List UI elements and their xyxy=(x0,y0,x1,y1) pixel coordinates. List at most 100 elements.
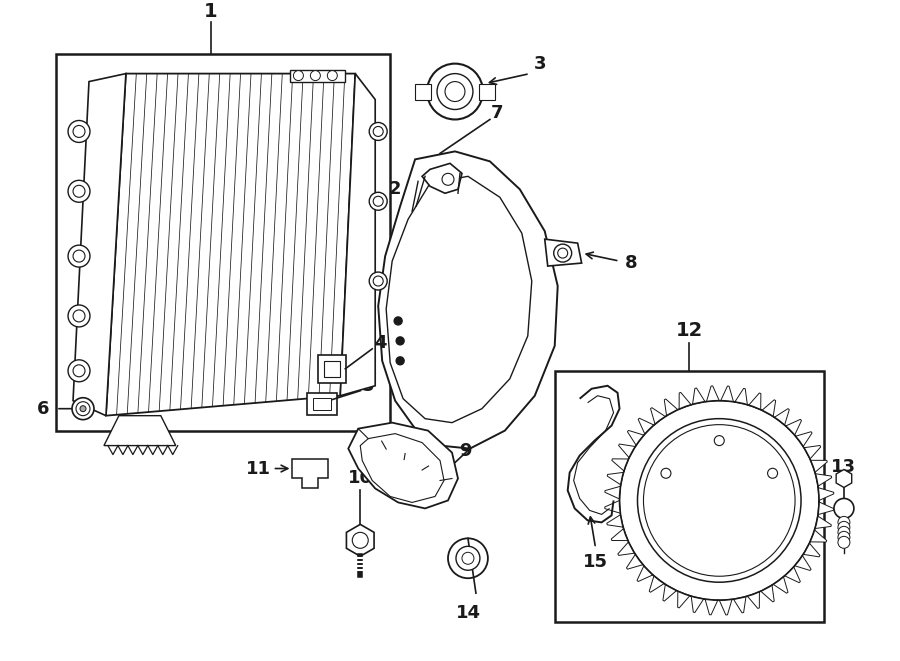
Circle shape xyxy=(369,192,387,210)
Polygon shape xyxy=(608,473,624,486)
Circle shape xyxy=(328,71,338,81)
Bar xyxy=(319,355,346,383)
Circle shape xyxy=(374,126,383,136)
Circle shape xyxy=(73,126,85,137)
Polygon shape xyxy=(773,408,789,425)
Text: 7: 7 xyxy=(491,104,503,122)
Polygon shape xyxy=(705,599,719,615)
Polygon shape xyxy=(803,542,820,557)
Polygon shape xyxy=(773,576,788,593)
Polygon shape xyxy=(747,393,760,410)
Circle shape xyxy=(68,120,90,142)
Circle shape xyxy=(374,276,383,286)
Polygon shape xyxy=(106,73,356,416)
Polygon shape xyxy=(637,566,654,582)
Polygon shape xyxy=(360,434,444,502)
Polygon shape xyxy=(803,446,821,459)
Circle shape xyxy=(68,245,90,267)
Circle shape xyxy=(644,424,795,576)
Text: 15: 15 xyxy=(583,553,608,571)
Circle shape xyxy=(661,468,670,479)
Circle shape xyxy=(369,122,387,140)
Polygon shape xyxy=(378,151,558,449)
Text: 11: 11 xyxy=(246,459,271,477)
Polygon shape xyxy=(605,500,621,515)
Polygon shape xyxy=(810,459,827,473)
Circle shape xyxy=(445,81,465,102)
Polygon shape xyxy=(691,596,705,613)
Polygon shape xyxy=(785,419,802,435)
Circle shape xyxy=(310,71,320,81)
Polygon shape xyxy=(795,555,811,570)
Circle shape xyxy=(637,418,801,582)
Circle shape xyxy=(442,173,454,185)
Circle shape xyxy=(554,244,572,262)
Circle shape xyxy=(838,522,850,533)
Circle shape xyxy=(838,526,850,538)
Circle shape xyxy=(73,310,85,322)
Polygon shape xyxy=(760,400,776,416)
Bar xyxy=(313,398,331,410)
Bar xyxy=(291,69,346,81)
Polygon shape xyxy=(73,73,126,416)
Polygon shape xyxy=(734,596,747,613)
Circle shape xyxy=(558,248,568,258)
Circle shape xyxy=(68,180,90,202)
Text: 9: 9 xyxy=(459,442,472,459)
Polygon shape xyxy=(760,584,774,602)
Circle shape xyxy=(428,63,483,120)
Polygon shape xyxy=(810,529,827,542)
Polygon shape xyxy=(292,459,328,488)
Polygon shape xyxy=(638,418,654,435)
Circle shape xyxy=(396,357,404,365)
Polygon shape xyxy=(340,73,375,396)
Text: 3: 3 xyxy=(534,55,546,73)
Polygon shape xyxy=(611,529,628,542)
Polygon shape xyxy=(795,432,812,447)
Text: 5: 5 xyxy=(362,377,374,395)
Polygon shape xyxy=(663,584,678,601)
Circle shape xyxy=(462,553,474,564)
Polygon shape xyxy=(818,486,833,500)
Polygon shape xyxy=(678,591,691,608)
Polygon shape xyxy=(386,176,532,422)
Polygon shape xyxy=(705,386,719,402)
Polygon shape xyxy=(627,430,644,447)
Polygon shape xyxy=(422,163,462,193)
Polygon shape xyxy=(651,408,665,425)
Polygon shape xyxy=(815,473,832,486)
Polygon shape xyxy=(719,386,733,402)
Polygon shape xyxy=(104,416,176,446)
Circle shape xyxy=(838,516,850,528)
Circle shape xyxy=(396,337,404,345)
Circle shape xyxy=(73,250,85,262)
Polygon shape xyxy=(785,566,800,583)
Circle shape xyxy=(838,536,850,549)
Polygon shape xyxy=(649,576,665,592)
Circle shape xyxy=(76,402,90,416)
Polygon shape xyxy=(664,399,678,416)
Polygon shape xyxy=(747,591,760,609)
Text: 14: 14 xyxy=(455,604,481,622)
Circle shape xyxy=(352,532,368,549)
Circle shape xyxy=(448,538,488,578)
Polygon shape xyxy=(626,555,644,569)
Polygon shape xyxy=(605,486,621,500)
Bar xyxy=(308,393,338,414)
Polygon shape xyxy=(719,599,733,615)
Polygon shape xyxy=(612,459,628,473)
Polygon shape xyxy=(818,500,833,515)
Text: 6: 6 xyxy=(37,400,50,418)
Bar xyxy=(415,83,431,100)
Circle shape xyxy=(80,406,86,412)
Circle shape xyxy=(834,498,854,518)
Circle shape xyxy=(456,546,480,570)
Polygon shape xyxy=(607,515,624,529)
Circle shape xyxy=(73,365,85,377)
Text: 12: 12 xyxy=(676,321,703,340)
Circle shape xyxy=(72,398,94,420)
Bar xyxy=(479,83,495,100)
Polygon shape xyxy=(544,239,581,266)
Circle shape xyxy=(715,436,724,446)
Circle shape xyxy=(838,531,850,543)
